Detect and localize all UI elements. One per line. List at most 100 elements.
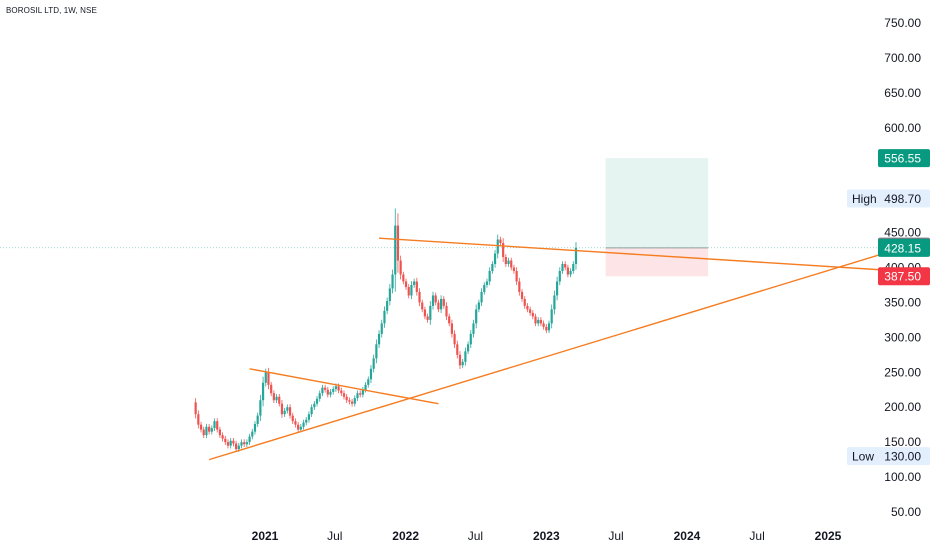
candle-body[interactable] [466, 344, 470, 352]
candle-body[interactable] [523, 298, 526, 306]
candle-body[interactable] [372, 358, 375, 369]
candle-body[interactable] [234, 443, 238, 450]
candle-body[interactable] [450, 323, 453, 334]
candle-body[interactable] [493, 253, 497, 265]
candle-body[interactable] [488, 270, 491, 282]
candle-body[interactable] [502, 243, 505, 258]
candle-body[interactable] [364, 384, 367, 390]
candle-body[interactable] [224, 438, 227, 443]
candle-body[interactable] [377, 333, 381, 345]
candle-body[interactable] [410, 284, 413, 296]
candle-body[interactable] [272, 393, 275, 401]
candle-body[interactable] [415, 281, 418, 292]
candle-body[interactable] [485, 281, 489, 285]
candle-body[interactable] [264, 372, 267, 383]
candle-body[interactable] [342, 393, 346, 397]
candle-body[interactable] [353, 398, 356, 404]
candle-body[interactable] [256, 415, 259, 424]
candle-body[interactable] [510, 260, 513, 268]
candle-body[interactable] [318, 393, 321, 399]
candle-body[interactable] [404, 281, 408, 288]
candle-body[interactable] [253, 423, 257, 432]
candle-body[interactable] [326, 389, 329, 395]
candle-body[interactable] [350, 401, 354, 404]
candle-body[interactable] [210, 428, 213, 432]
candle-body[interactable] [421, 302, 424, 310]
candle-body[interactable] [413, 281, 416, 285]
candle-body[interactable] [197, 414, 200, 425]
candle-body[interactable] [480, 291, 483, 303]
candle-body[interactable] [456, 344, 459, 355]
candle-body[interactable] [434, 295, 437, 303]
candle-body[interactable] [539, 319, 543, 324]
candle-body[interactable] [332, 389, 335, 392]
trendline-2[interactable] [249, 368, 439, 405]
candle-body[interactable] [499, 239, 502, 244]
candle-body[interactable] [245, 442, 248, 445]
candle-body[interactable] [394, 225, 397, 275]
candle-body[interactable] [458, 354, 462, 366]
candle-body[interactable] [440, 298, 443, 310]
candle-body[interactable] [302, 422, 305, 427]
candle-body[interactable] [340, 390, 343, 394]
candle-body[interactable] [477, 302, 480, 310]
candle-body[interactable] [243, 442, 246, 445]
candle-body[interactable] [472, 323, 475, 334]
candle-body[interactable] [324, 387, 327, 390]
candle-body[interactable] [334, 386, 338, 390]
candle-body[interactable] [431, 295, 435, 306]
candle-body[interactable] [396, 225, 400, 261]
candle-body[interactable] [297, 424, 300, 430]
candle-body[interactable] [359, 393, 362, 395]
candle-body[interactable] [321, 387, 324, 394]
candle-body[interactable] [275, 396, 278, 401]
candle-body[interactable] [445, 305, 448, 317]
candle-body[interactable] [291, 415, 294, 422]
candle-body[interactable] [267, 372, 270, 385]
candle-body[interactable] [375, 344, 378, 359]
candle-body[interactable] [442, 298, 445, 306]
candle-body[interactable] [208, 426, 211, 432]
candle-body[interactable] [507, 260, 510, 265]
candle-body[interactable] [464, 351, 467, 362]
candle-body[interactable] [437, 302, 440, 310]
candle-body[interactable] [423, 309, 427, 317]
candle-body[interactable] [310, 407, 313, 415]
candle-body[interactable] [550, 309, 553, 324]
candle-body[interactable] [232, 440, 235, 444]
trendline-1[interactable] [208, 247, 900, 461]
candle-body[interactable] [337, 386, 340, 391]
candle-body[interactable] [515, 270, 518, 282]
candle-body[interactable] [534, 316, 537, 324]
candle-body[interactable] [288, 407, 292, 416]
candle-body[interactable] [572, 264, 575, 271]
candle-body[interactable] [402, 274, 405, 282]
candle-body[interactable] [205, 426, 208, 436]
candle-body[interactable] [221, 435, 224, 439]
candle-body[interactable] [229, 440, 232, 446]
candle-body[interactable] [491, 264, 494, 271]
candle-body[interactable] [270, 384, 273, 394]
candle-body[interactable] [216, 421, 219, 430]
candle-body[interactable] [313, 403, 316, 408]
candle-body[interactable] [278, 396, 281, 404]
candle-body[interactable] [315, 398, 319, 404]
candle-body[interactable] [469, 333, 472, 345]
candle-body[interactable] [564, 264, 567, 268]
candle-body[interactable] [448, 316, 451, 324]
candle-body[interactable] [561, 264, 564, 271]
candle-body[interactable] [286, 407, 289, 411]
candle-body[interactable] [542, 323, 545, 327]
candle-body[interactable] [426, 316, 429, 320]
candle-body[interactable] [529, 309, 532, 313]
candle-body[interactable] [574, 247, 578, 265]
candle-body[interactable] [380, 323, 383, 334]
candle-body[interactable] [299, 426, 302, 430]
candle-body[interactable] [218, 429, 222, 436]
candle-body[interactable] [483, 284, 486, 292]
candle-body[interactable] [547, 323, 551, 331]
candle-body[interactable] [369, 368, 373, 380]
candle-body[interactable] [280, 403, 284, 415]
candle-body[interactable] [240, 442, 243, 446]
